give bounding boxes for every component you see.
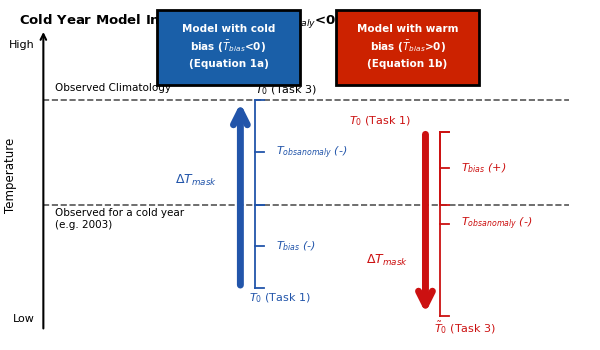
Text: Observed Climatology: Observed Climatology [55, 83, 171, 93]
Text: $T_0$ (Task 1): $T_0$ (Task 1) [349, 114, 410, 128]
Text: Low: Low [13, 314, 34, 324]
FancyBboxPatch shape [336, 10, 479, 85]
Text: Temperature: Temperature [4, 137, 17, 212]
Text: Cold Year Model Initialization ($\bar{T}_{obsanomaly}$<0): Cold Year Model Initialization ($\bar{T}… [19, 12, 343, 32]
Text: $T_{obsanomaly}$ (-): $T_{obsanomaly}$ (-) [461, 215, 533, 232]
Text: $\tilde{T}_0$ (Task 3): $\tilde{T}_0$ (Task 3) [434, 319, 496, 336]
Text: High: High [8, 40, 34, 50]
Text: $T_{obsanomaly}$ (-): $T_{obsanomaly}$ (-) [276, 144, 348, 161]
Text: Model with cold
bias ($\bar{T}_{bias}$<0)
(Equation 1a): Model with cold bias ($\bar{T}_{bias}$<0… [182, 25, 275, 69]
Text: $T_0$ (Task 1): $T_0$ (Task 1) [250, 291, 311, 305]
Text: Observed for a cold year
(e.g. 2003): Observed for a cold year (e.g. 2003) [55, 208, 184, 230]
Text: $T_{bias}$ (+): $T_{bias}$ (+) [461, 161, 507, 175]
Text: $\Delta T_{mask}$: $\Delta T_{mask}$ [175, 173, 217, 188]
Text: $\tilde{T}_0$ (Task 3): $\tilde{T}_0$ (Task 3) [256, 80, 317, 97]
Text: Model with warm
bias ($\bar{T}_{bias}$>0)
(Equation 1b): Model with warm bias ($\bar{T}_{bias}$>0… [357, 25, 458, 69]
Text: $T_{bias}$ (-): $T_{bias}$ (-) [276, 239, 316, 253]
FancyBboxPatch shape [157, 10, 300, 85]
Text: $\Delta T_{mask}$: $\Delta T_{mask}$ [365, 252, 407, 268]
